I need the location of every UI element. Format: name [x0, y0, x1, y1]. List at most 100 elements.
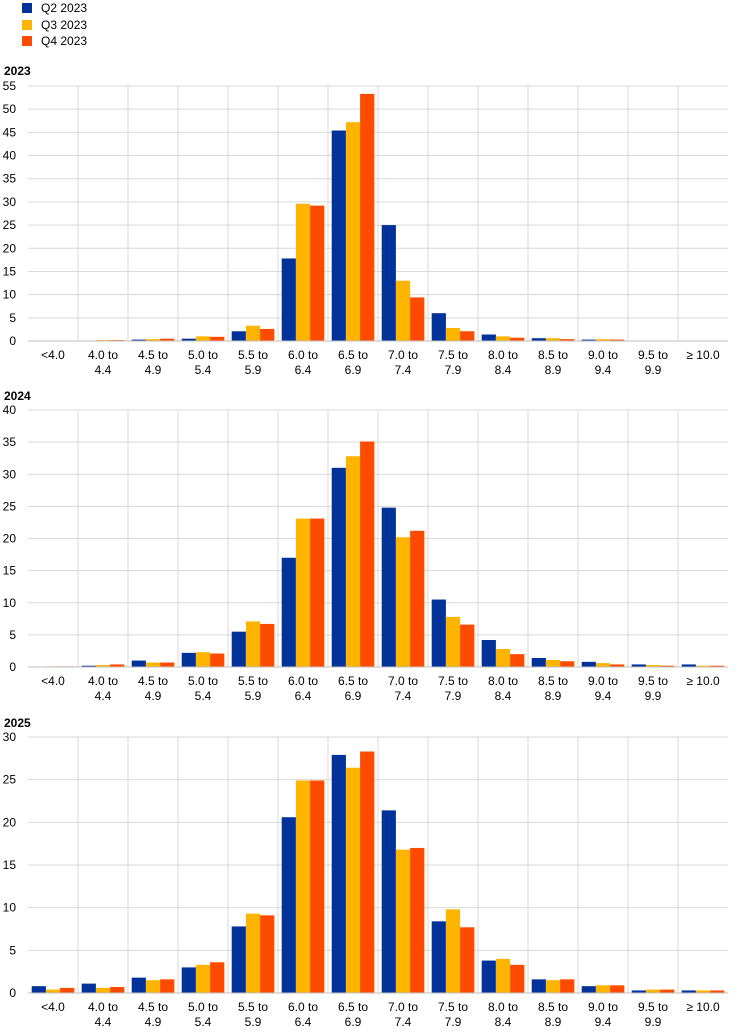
- legend-label: Q4 2023: [41, 34, 88, 49]
- y-tick-label: 15: [3, 564, 17, 578]
- x-tick-label-line: 7.0 to: [388, 1000, 418, 1014]
- x-tick-label: 9.5 to 9.9: [638, 1000, 668, 1029]
- bar-q4-2023: [210, 962, 225, 993]
- x-tick-label: 7.5 to 7.9: [438, 348, 468, 377]
- bar-q2-2023: [531, 979, 546, 993]
- x-tick-label: 5.5 to 5.9: [238, 674, 268, 703]
- bar-q3-2023: [695, 990, 711, 993]
- x-tick-label: <4.0: [41, 348, 65, 362]
- x-tick-label-line: 4.0 to: [88, 674, 118, 688]
- bar-q2-2023: [281, 258, 296, 341]
- x-tick-label-line: 5.5 to: [238, 674, 268, 688]
- bar-q4-2023: [260, 915, 275, 993]
- bar-q2-2023: [331, 130, 346, 341]
- x-tick-label: 8.0 to 8.4: [488, 674, 518, 703]
- x-tick-label: ≥ 10.0: [686, 1000, 720, 1014]
- bar-q2-2023: [431, 921, 446, 993]
- x-tick-label-line: 4.4: [95, 363, 112, 377]
- y-tick-label: 25: [3, 499, 17, 513]
- x-tick-label-line: 4.5 to: [138, 1000, 168, 1014]
- chart-legend: Q2 2023 Q3 2023 Q4 2023: [22, 0, 87, 50]
- x-tick-label-line: 8.4: [495, 363, 512, 377]
- x-tick-label: 6.0 to 6.4: [288, 348, 318, 377]
- bar-q4-2023: [360, 441, 375, 667]
- bar-q4-2023: [460, 927, 475, 993]
- x-tick-label-line: 6.4: [295, 1015, 312, 1029]
- bar-q3-2023: [445, 328, 461, 341]
- x-tick-label-line: 5.0 to: [188, 674, 218, 688]
- y-tick-label: 25: [3, 773, 17, 787]
- x-tick-label-line: 6.0 to: [288, 1000, 318, 1014]
- bar-q3-2023: [95, 987, 111, 993]
- y-tick-label: 10: [3, 596, 17, 610]
- bar-q3-2023: [445, 616, 461, 667]
- x-tick-label-line: 6.4: [295, 363, 312, 377]
- x-tick-label: 6.5 to 6.9: [338, 348, 368, 377]
- bar-q3-2023: [145, 339, 161, 341]
- bar-q4-2023: [160, 662, 175, 667]
- bar-q3-2023: [95, 665, 111, 667]
- x-tick-label-line: 7.4: [395, 363, 412, 377]
- bar-q4-2023: [510, 337, 525, 341]
- x-tick-label-line: 7.9: [445, 1015, 462, 1029]
- bar-q3-2023: [145, 980, 161, 993]
- x-tick-label-line: 8.0 to: [488, 1000, 518, 1014]
- bar-q2-2023: [331, 754, 346, 993]
- bar-q3-2023: [395, 280, 411, 341]
- bar-q3-2023: [595, 663, 611, 667]
- x-tick-label: 5.5 to 5.9: [238, 348, 268, 377]
- bar-q2-2023: [131, 660, 146, 667]
- bar-q3-2023: [545, 980, 561, 993]
- x-tick-label: 7.0 to 7.4: [388, 348, 418, 377]
- bar-q2-2023: [681, 664, 696, 667]
- bar-q4-2023: [160, 979, 175, 993]
- bar-q4-2023: [610, 985, 625, 993]
- x-tick-label-line: 8.4: [495, 689, 512, 703]
- bar-q2-2023: [381, 810, 396, 993]
- bar-q4-2023: [410, 530, 425, 667]
- bar-q4-2023: [310, 780, 325, 993]
- x-tick-label: 9.0 to 9.4: [588, 674, 618, 703]
- x-tick-label-line: 6.0 to: [288, 674, 318, 688]
- bar-q4-2023: [610, 664, 625, 667]
- y-tick-label: 0: [9, 334, 16, 348]
- bar-q3-2023: [495, 336, 511, 341]
- bar-q2-2023: [181, 652, 196, 667]
- x-tick-label: 8.5 to 8.9: [538, 674, 568, 703]
- x-tick-label-line: 9.5 to: [638, 674, 668, 688]
- x-tick-label: 6.5 to 6.9: [338, 674, 368, 703]
- bar-q4-2023: [560, 979, 575, 993]
- bar-q2-2023: [231, 631, 246, 667]
- legend-swatch: [22, 36, 32, 47]
- y-tick-label: 30: [3, 467, 17, 481]
- bar-q4-2023: [710, 990, 725, 993]
- bar-q3-2023: [495, 649, 511, 667]
- bar-q4-2023: [260, 623, 275, 667]
- x-tick-label-line: 7.4: [395, 1015, 412, 1029]
- x-tick-label: 9.0 to 9.4: [588, 1000, 618, 1029]
- x-tick-label-line: 5.4: [195, 689, 212, 703]
- x-tick-label-line: 8.0 to: [488, 674, 518, 688]
- x-tick-label-line: 7.9: [445, 363, 462, 377]
- x-tick-label: 8.0 to 8.4: [488, 1000, 518, 1029]
- x-tick-label: 5.0 to 5.4: [188, 674, 218, 703]
- bar-q3-2023: [645, 665, 661, 667]
- x-tick-label-line: 4.9: [145, 363, 162, 377]
- bar-q4-2023: [110, 987, 125, 993]
- x-tick-label-line: 9.4: [595, 1015, 612, 1029]
- x-tick-label-line: 6.4: [295, 689, 312, 703]
- bar-q2-2023: [581, 986, 596, 993]
- bar-q3-2023: [295, 780, 311, 993]
- bar-q2-2023: [31, 986, 46, 993]
- bar-q3-2023: [295, 518, 311, 667]
- bar-q3-2023: [245, 913, 261, 993]
- bar-q4-2023: [360, 93, 375, 341]
- bar-q2-2023: [131, 977, 146, 993]
- x-tick-label-line: 4.9: [145, 689, 162, 703]
- x-tick-label-line: 9.0 to: [588, 348, 618, 362]
- y-tick-label: 5: [9, 311, 16, 325]
